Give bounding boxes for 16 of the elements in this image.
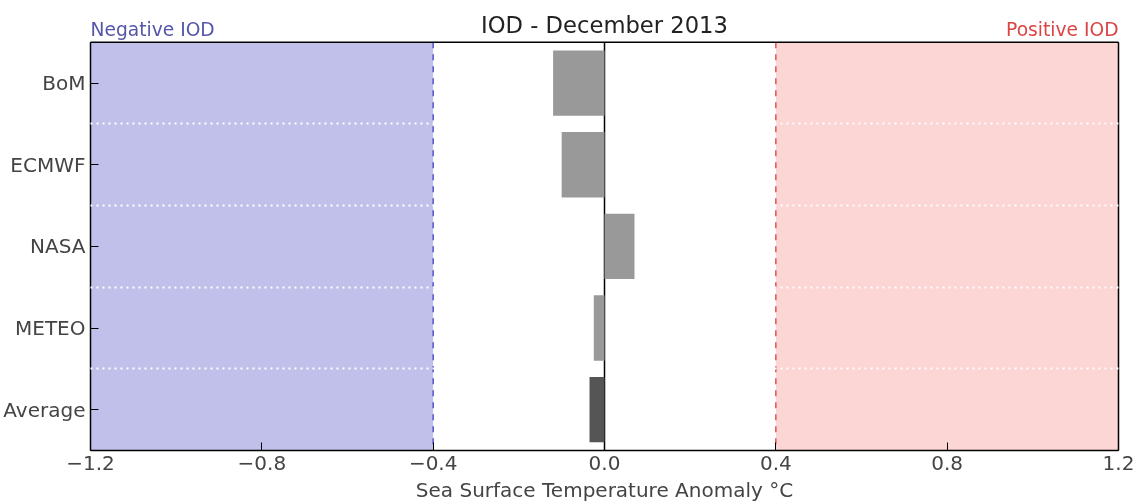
- y-tick-label: ECMWF: [10, 152, 86, 177]
- y-tick-label: Average: [3, 397, 86, 422]
- y-tick-label: NASA: [30, 234, 86, 259]
- x-tick-label: −1.2: [66, 450, 115, 475]
- x-tick-label: 0.0: [588, 450, 621, 475]
- x-tick-label: −0.8: [237, 450, 287, 475]
- chart-title: IOD - December 2013: [481, 12, 728, 39]
- x-axis-title: Sea Surface Temperature Anomaly °C: [415, 477, 794, 502]
- band-label: Negative IOD: [90, 19, 215, 41]
- band-label: Positive IOD: [1006, 19, 1119, 41]
- x-tick-label: −0.4: [408, 450, 458, 475]
- y-tick-label: BoM: [42, 71, 86, 96]
- x-tick-label: 0.8: [931, 450, 964, 475]
- x-tick-label: 0.4: [759, 450, 792, 475]
- y-tick-label: METEO: [15, 316, 86, 341]
- x-tick-label: 1.2: [1102, 450, 1135, 475]
